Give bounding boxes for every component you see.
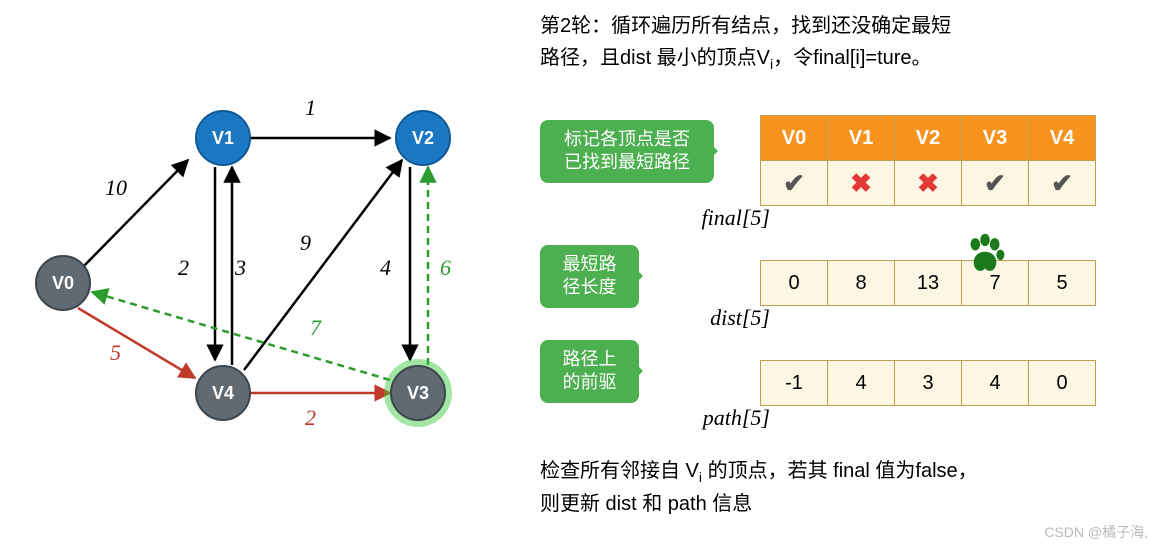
info-panel: 第2轮：循环遍历所有结点，找到还没确定最短 路径，且dist 最小的顶点Vi，令… [520,10,1148,538]
table-header-row: V0 V1 V2 V3 V4 [761,116,1096,161]
table-dist: 0 8 13 7 5 [760,260,1096,306]
cell-dist: 13 [895,261,962,306]
description-bottom: 检查所有邻接自 Vi 的顶点，若其 final 值为false， 则更新 dis… [540,455,978,520]
table-row: ✔ ✖ ✖ ✔ ✔ [761,161,1096,206]
edge-weight: 7 [310,315,321,341]
cell-final: ✔ [761,161,828,206]
cell-path: 4 [962,361,1029,406]
edge-weight: 2 [305,405,316,431]
edge-weight: 4 [380,255,391,281]
desc-line: 第2轮：循环遍历所有结点，找到还没确定最短 [540,15,951,37]
edge-weight: 5 [110,340,121,366]
node-v3: V3 [390,365,446,421]
node-v0: V0 [35,255,91,311]
table-final: V0 V1 V2 V3 V4 ✔ ✖ ✖ ✔ ✔ [760,115,1096,206]
node-v2: V2 [395,110,451,166]
desc-line: 检查所有邻接自 V [540,460,699,482]
cell-path: -1 [761,361,828,406]
bubble-text: 标记各顶点是否 [564,129,690,149]
bubble-final: 标记各顶点是否已找到最短路径 [540,120,714,183]
label-final: final[5] [670,205,770,231]
edge-weight: 6 [440,255,451,281]
node-label: V4 [212,383,234,404]
bubble-path: 路径上的前驱 [540,340,639,403]
col-header: V0 [761,116,828,161]
col-header: V3 [962,116,1029,161]
cell-dist: 5 [1029,261,1096,306]
node-label: V3 [407,383,429,404]
bubble-text: 最短路 [563,254,617,274]
bubble-text: 的前驱 [563,372,617,392]
bubble-text: 已找到最短路径 [564,152,690,172]
col-header: V4 [1029,116,1096,161]
desc-line: 的顶点，若其 final 值为false， [702,460,978,482]
cell-final: ✔ [1029,161,1096,206]
table-row: 0 8 13 7 5 [761,261,1096,306]
label-dist: dist[5] [670,305,770,331]
cell-path: 4 [828,361,895,406]
node-v4: V4 [195,365,251,421]
bubble-text: 径长度 [563,277,617,297]
col-header: V1 [828,116,895,161]
description-top: 第2轮：循环遍历所有结点，找到还没确定最短 路径，且dist 最小的顶点Vi，令… [540,10,1148,75]
watermark: CSDN @橘子海, [1044,522,1148,542]
edge-weight: 10 [105,175,127,201]
table-path: -1 4 3 4 0 [760,360,1096,406]
check-icon: ✔ [1051,168,1073,198]
node-label: V0 [52,273,74,294]
tables-area: V0 V1 V2 V3 V4 ✔ ✖ ✖ ✔ ✔ 0 8 [760,115,1096,422]
bubble-text: 路径上 [563,349,617,369]
cell-path: 0 [1029,361,1096,406]
cell-final: ✔ [962,161,1029,206]
cell-dist: 8 [828,261,895,306]
edge-weight: 1 [305,95,316,121]
edge-weight: 9 [300,230,311,256]
bubble-dist: 最短路径长度 [540,245,639,308]
table-row: -1 4 3 4 0 [761,361,1096,406]
edge-weight: 2 [178,255,189,281]
label-path: path[5] [670,405,770,431]
paw-icon [963,232,1007,286]
edge-weight: 3 [235,255,246,281]
check-icon: ✔ [984,168,1006,198]
desc-line: ，令final[i]=ture。 [773,47,931,69]
cross-icon: ✖ [850,168,872,198]
cell-path: 3 [895,361,962,406]
cell-dist: 0 [761,261,828,306]
node-v1: V1 [195,110,251,166]
check-icon: ✔ [783,168,805,198]
cell-final: ✖ [828,161,895,206]
graph-panel: V0 V1 V2 V3 V4 10 1 2 3 9 4 6 7 5 2 [10,10,520,538]
col-header: V2 [895,116,962,161]
desc-line: 路径，且dist 最小的顶点V [540,47,770,69]
cell-final: ✖ [895,161,962,206]
cross-icon: ✖ [917,168,939,198]
desc-line: 则更新 dist 和 path 信息 [540,493,752,515]
node-label: V1 [212,128,234,149]
node-label: V2 [412,128,434,149]
